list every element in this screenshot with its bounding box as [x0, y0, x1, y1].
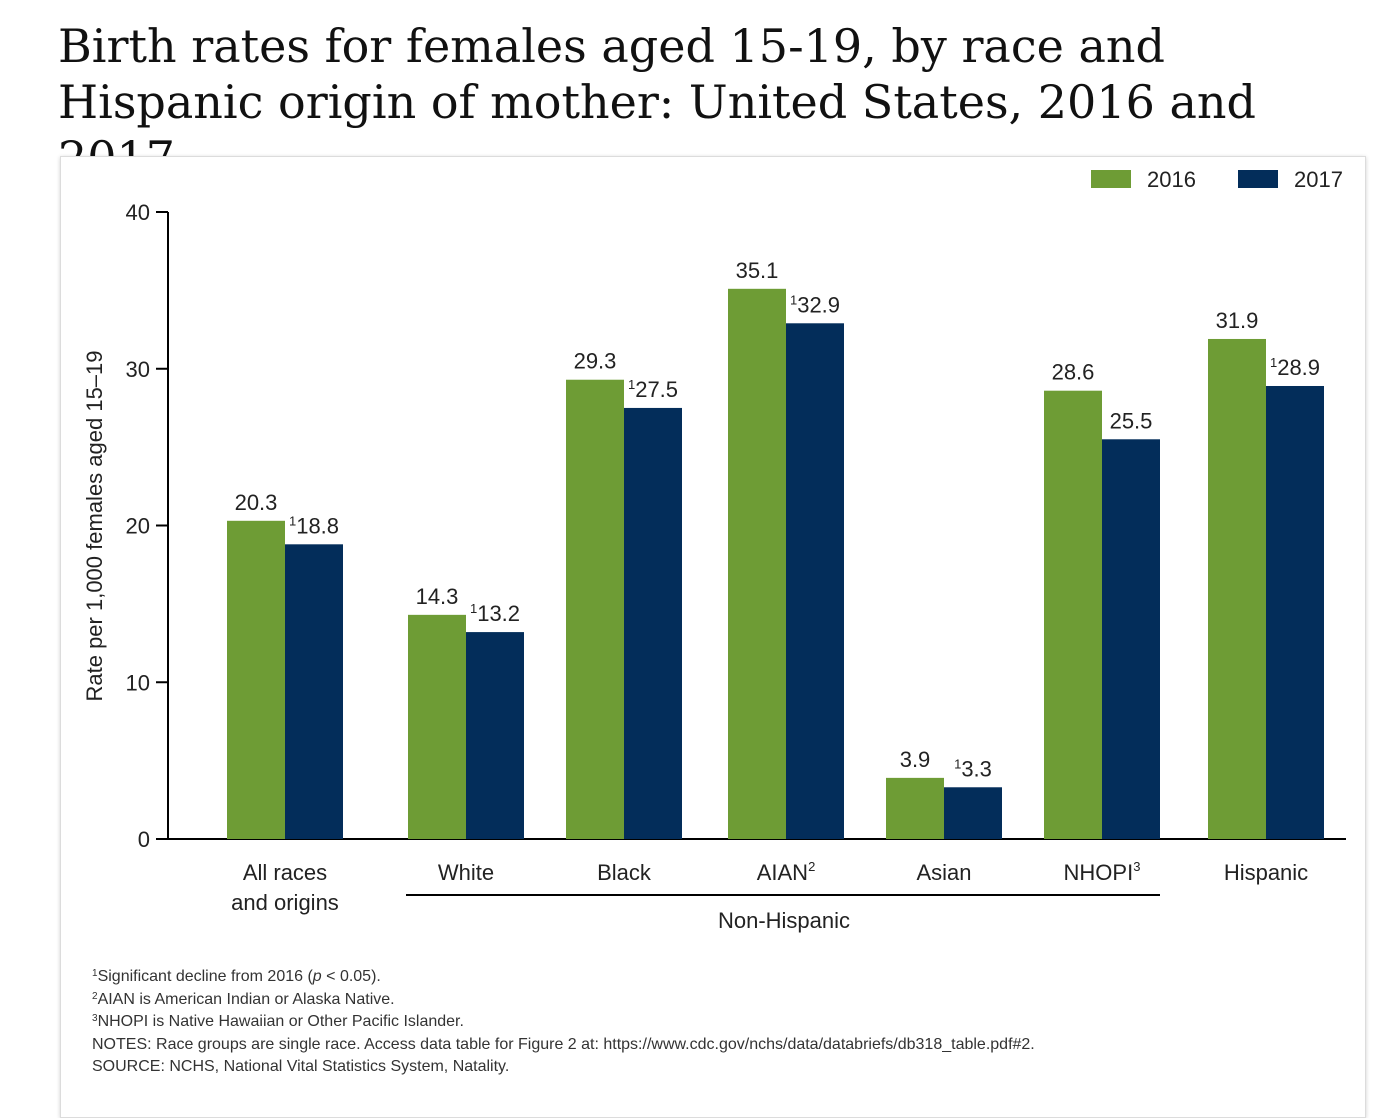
group-label: Non-Hispanic	[718, 908, 850, 933]
source-line: SOURCE: NCHS, National Vital Statistics …	[92, 1058, 510, 1075]
category-label: All races	[243, 860, 327, 885]
footnote-1: 1Significant decline from 2016 (p < 0.05…	[92, 968, 381, 985]
data-label: 35.1	[736, 258, 779, 283]
data-label: 14.3	[416, 584, 459, 609]
category-label: NHOPI3	[1064, 859, 1141, 885]
legend-swatch-2016	[1091, 170, 1131, 188]
bar-2016-5	[1044, 390, 1102, 839]
bar-2017-5	[1102, 439, 1160, 839]
legend-swatch-2017	[1238, 170, 1278, 188]
bar-2016-6	[1208, 338, 1266, 839]
bar-2017-3	[786, 323, 844, 840]
category-label: Hispanic	[1224, 860, 1308, 885]
data-label: 113.2	[470, 601, 520, 626]
bar-2017-6	[1266, 385, 1324, 839]
category-label: White	[438, 860, 494, 885]
bar-2017-1	[466, 632, 524, 839]
data-label: 127.5	[628, 377, 678, 402]
bar-2016-2	[566, 379, 624, 839]
category-label: AIAN2	[757, 859, 816, 885]
category-label: Black	[597, 860, 652, 885]
data-label: 13.3	[954, 756, 992, 781]
bar-2016-1	[408, 614, 466, 839]
chart-notes: 1Significant decline from 2016 (p < 0.05…	[92, 966, 1352, 1079]
y-tick-label: 30	[126, 357, 150, 382]
notes-line: NOTES: Race groups are single race. Acce…	[92, 1035, 1035, 1053]
footnote-3: 3NHOPI is Native Hawaiian or Other Pacif…	[92, 1013, 464, 1030]
bar-2017-4	[944, 787, 1002, 839]
data-label: 20.3	[235, 490, 278, 515]
bar-2016-4	[886, 777, 944, 839]
y-axis-label: Rate per 1,000 females aged 15–19	[82, 350, 107, 701]
data-label: 31.9	[1216, 308, 1259, 333]
y-tick-label: 10	[126, 670, 150, 695]
data-label: 132.9	[790, 292, 840, 317]
bar-chart: 0 10 20 30 40 Rate per 1,000 females aged 15–…	[82, 167, 1346, 933]
data-label: 118.8	[289, 513, 339, 538]
bar-2017-2	[624, 407, 682, 839]
data-label: 25.5	[1110, 408, 1153, 433]
bar-2016-0	[227, 520, 285, 839]
legend-label-2017: 2017	[1294, 167, 1343, 192]
page-title: Birth rates for females aged 15-19, by r…	[58, 19, 1256, 185]
category-label: Asian	[916, 860, 971, 885]
data-label: 128.9	[1270, 355, 1320, 380]
data-label: 3.9	[900, 747, 931, 772]
bar-2016-3	[728, 288, 786, 839]
y-tick-label: 40	[126, 200, 150, 225]
data-label: 29.3	[574, 349, 617, 374]
category-label: and origins	[231, 890, 339, 915]
data-label: 28.6	[1052, 360, 1095, 385]
footnote-2: 2AIAN is American Indian or Alaska Nativ…	[92, 990, 395, 1008]
legend-label-2016: 2016	[1147, 167, 1196, 192]
y-tick-label: 0	[138, 827, 150, 852]
bar-2017-0	[285, 544, 343, 839]
y-tick-label: 20	[126, 514, 150, 539]
